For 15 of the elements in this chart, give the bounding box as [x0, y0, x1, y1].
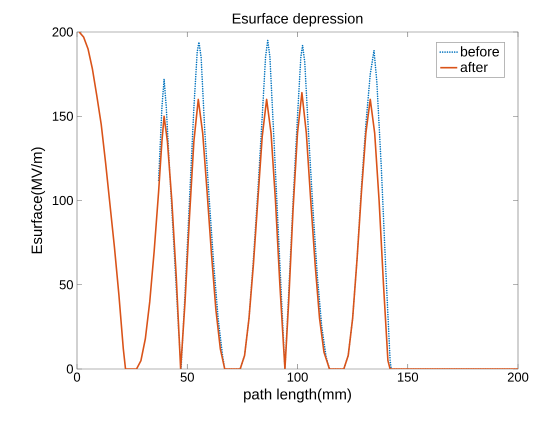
- x-tick-label: 100: [288, 372, 308, 382]
- y-axis-title: Esurface(MV/m): [31, 147, 46, 254]
- x-tick-label: 0: [74, 372, 80, 382]
- y-tick-label: 50: [60, 280, 73, 290]
- legend-label: before: [460, 46, 499, 57]
- y-tick-label: 200: [52, 27, 73, 37]
- x-tick-label: 50: [180, 372, 194, 382]
- x-tick-label: 150: [398, 372, 418, 382]
- legend-label: after: [460, 62, 488, 72]
- x-tick-label: 200: [508, 372, 528, 382]
- y-tick-label: 150: [52, 112, 73, 121]
- y-tick-label: 100: [52, 196, 73, 206]
- x-axis-title: path length(mm): [244, 388, 351, 402]
- y-tick-label: 0: [66, 364, 73, 374]
- chart-title: Esurface depression: [232, 13, 362, 26]
